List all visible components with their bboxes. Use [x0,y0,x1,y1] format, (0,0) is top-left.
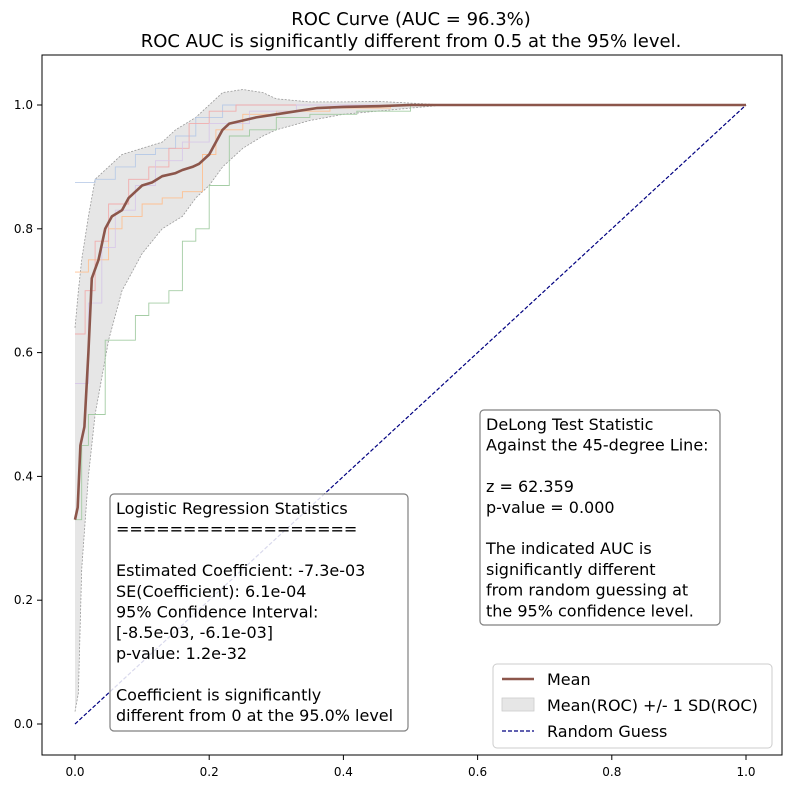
annotation-line [116,665,121,684]
annotation-line: significantly different [486,560,656,579]
stats-box-right: DeLong Test Statistic Against the 45-degr… [479,409,721,626]
mean-roc-line [73,103,746,520]
stats-box-right-text: DeLong Test Statistic Against the 45-degr… [485,415,709,620]
annotation-line: 95% Confidence Interval: [116,603,318,622]
y-tick-label: 0.2 [14,593,33,607]
annotation-line: ================== [116,520,357,539]
y-tick-label: 1.0 [14,98,33,112]
stats-box-left-text: Logistic Regression Statistics ==========… [116,499,393,725]
annotation-line: DeLong Test Statistic [486,415,653,434]
annotation-line: Estimated Coefficient: -7.3e-03 [116,561,365,580]
chart-title: ROC Curve (AUC = 96.3%) [291,9,531,30]
annotation-line: Coefficient is significantly [116,685,321,704]
legend-band-label: Mean(ROC) +/- 1 SD(ROC) [547,696,758,715]
annotation-line: p-value = 0.000 [486,498,615,517]
x-tick-label: 0.2 [200,765,219,779]
y-tick-label: 0.0 [14,717,33,731]
sd-band-upper-edge [74,89,746,328]
y-tick-label: 0.4 [14,469,33,483]
legend: Mean Mean(ROC) +/- 1 SD(ROC) Random Gues… [492,663,773,749]
y-tick-label: 0.6 [14,346,33,360]
fold-roc-curve-1 [75,104,746,521]
fold-roc-curve-5 [75,104,746,384]
y-tick-label: 0.8 [14,222,33,236]
stats-box-right-frame [479,409,721,626]
legend-mean-label: Mean [547,670,591,689]
annotation-line: from random guessing at [486,581,688,600]
legend-frame [492,663,773,749]
x-tick-label: 0.8 [602,765,621,779]
chart-subtitle: ROC AUC is significantly different from … [141,31,682,52]
annotation-line: different from 0 at the 95.0% level [116,706,393,725]
legend-band-swatch [501,697,535,712]
x-tick-label: 0.6 [468,765,487,779]
annotation-line [116,540,121,559]
annotation-line: The indicated AUC is [485,539,652,558]
annotation-line: Against the 45-degree Line: [486,436,709,455]
annotation-line: the 95% confidence level. [486,601,694,620]
annotation-line [486,519,491,538]
annotation-line: [-8.5e-03, -6.1e-03] [116,623,273,642]
legend-random-label: Random Guess [547,722,667,741]
fold-roc-curve-4 [75,104,746,335]
annotation-line: SE(Coefficient): 6.1e-04 [116,582,306,601]
axes-frame [41,54,783,756]
x-tick-label: 0.4 [334,765,353,779]
x-tick-label: 1.0 [736,765,755,779]
sd-band [75,89,746,712]
fold-roc-curve-2 [75,104,746,273]
stats-box-left-frame [109,493,409,732]
annotation-line: Logistic Regression Statistics [116,499,348,518]
annotation-line [486,456,491,475]
y-axis: 0.0 0.2 0.4 0.6 0.8 1.0 [14,98,42,731]
x-tick-label: 0.0 [65,765,84,779]
annotation-line: z = 62.359 [486,477,574,496]
annotation-line: p-value: 1.2e-32 [116,644,247,663]
stats-box-left: Logistic Regression Statistics ==========… [109,493,409,732]
x-axis: 0.0 0.2 0.4 0.6 0.8 1.0 [65,755,756,779]
